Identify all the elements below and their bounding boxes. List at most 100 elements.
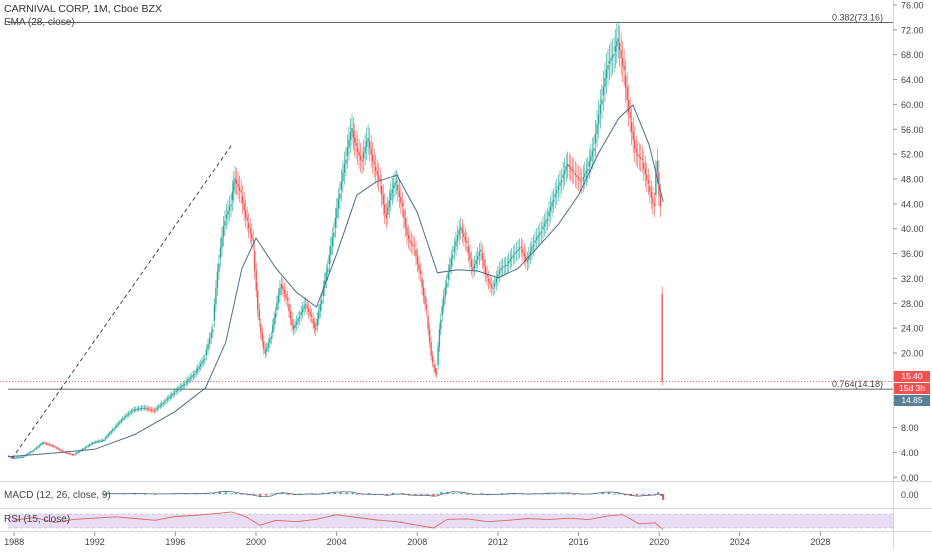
candle-body bbox=[38, 445, 40, 447]
candle-body bbox=[481, 253, 484, 261]
candle-body bbox=[503, 265, 505, 267]
candle-body bbox=[500, 267, 502, 270]
candle-body bbox=[94, 441, 97, 443]
candle-body bbox=[149, 409, 151, 411]
macd-hist-bar bbox=[440, 491, 443, 494]
candle-body bbox=[655, 172, 657, 195]
candle-body bbox=[44, 442, 46, 444]
candle-body bbox=[130, 411, 133, 413]
candle-body bbox=[602, 86, 605, 96]
candle-body bbox=[444, 287, 446, 297]
candle-body bbox=[238, 187, 241, 191]
candle-body bbox=[19, 457, 22, 459]
candle-body bbox=[552, 199, 555, 202]
candle-body bbox=[385, 213, 387, 219]
ema-legend[interactable]: EMA (28, close) bbox=[4, 17, 75, 28]
candle-body bbox=[427, 315, 429, 329]
candle-body bbox=[196, 368, 199, 371]
macd-hist-bar bbox=[321, 492, 324, 494]
trend-dashed-line bbox=[11, 144, 233, 459]
candle-body bbox=[158, 406, 160, 408]
candle-body bbox=[404, 218, 407, 227]
symbol-title[interactable]: CARNIVAL CORP, 1M, Cboe BZX bbox=[4, 3, 162, 15]
candle-body bbox=[562, 174, 564, 179]
candle-body bbox=[143, 407, 146, 409]
macd-hist-bar bbox=[607, 492, 610, 494]
candle-body bbox=[365, 140, 368, 147]
macd-hist-bar bbox=[436, 494, 439, 495]
candle-body bbox=[35, 447, 38, 449]
candle-body bbox=[160, 403, 163, 406]
candle-body bbox=[316, 318, 318, 327]
candle-body bbox=[529, 250, 532, 256]
candle-body bbox=[576, 175, 578, 178]
candle-body bbox=[624, 75, 627, 88]
candle-body bbox=[446, 282, 448, 288]
y-tick-label: 4.00 bbox=[901, 448, 919, 458]
candle-body bbox=[289, 311, 292, 319]
candle-body bbox=[51, 445, 53, 447]
macd-hist-bar bbox=[426, 494, 429, 496]
candle-body bbox=[96, 441, 98, 443]
candle-body bbox=[133, 409, 136, 411]
candle-body bbox=[373, 161, 375, 165]
candle-body bbox=[415, 250, 417, 257]
rsi-pane bbox=[8, 511, 894, 531]
candle-body bbox=[162, 402, 164, 404]
candle-body bbox=[81, 449, 84, 451]
candle-body bbox=[243, 203, 245, 211]
y-tick-label: 52.00 bbox=[901, 150, 924, 160]
candle-body bbox=[656, 160, 659, 173]
candle-body bbox=[346, 147, 349, 156]
candle-body bbox=[142, 407, 144, 409]
x-tick-label: 1992 bbox=[85, 537, 105, 547]
candle-body bbox=[591, 151, 594, 157]
candle-body bbox=[303, 305, 305, 309]
candle-body bbox=[492, 287, 494, 289]
candle-body bbox=[484, 266, 487, 274]
macd-legend[interactable]: MACD (12, 26, close, 9) bbox=[4, 490, 111, 501]
candle-body bbox=[24, 455, 26, 457]
time-axis[interactable]: 1988 1992 1996 2000 2004 2008 2012 2016 2020 2024… bbox=[4, 532, 830, 547]
candle-body bbox=[331, 236, 334, 246]
macd-hist-bar bbox=[311, 494, 314, 495]
candle-body bbox=[309, 312, 311, 316]
candle-body bbox=[22, 456, 25, 458]
candle-body bbox=[224, 220, 226, 226]
candle-body bbox=[629, 112, 631, 119]
macd-hist-bar bbox=[553, 493, 556, 495]
candle-body bbox=[175, 390, 177, 393]
macd-hist-bar bbox=[333, 492, 336, 494]
candle-body bbox=[381, 186, 383, 196]
candle-body bbox=[584, 173, 586, 178]
candle-body bbox=[283, 290, 286, 295]
candle-body bbox=[434, 368, 437, 373]
candle-body bbox=[355, 143, 357, 147]
candle-body bbox=[416, 256, 419, 264]
candle-body bbox=[201, 361, 203, 365]
candle-body bbox=[370, 147, 372, 155]
candle-body bbox=[192, 374, 195, 377]
candle-body bbox=[171, 394, 173, 397]
candle-body bbox=[213, 304, 216, 322]
candle-body bbox=[588, 161, 591, 167]
candle-body bbox=[70, 453, 72, 455]
ema-value-badge: 14.85 bbox=[894, 395, 930, 406]
macd-hist-bar bbox=[252, 494, 255, 495]
candle-body bbox=[188, 379, 190, 381]
y-tick-label: 44.00 bbox=[901, 199, 924, 209]
candle-body bbox=[273, 317, 275, 326]
candle-body bbox=[122, 418, 124, 421]
candle-body bbox=[340, 181, 343, 190]
macd-hist-bar bbox=[432, 494, 435, 497]
candle-body bbox=[126, 414, 128, 416]
macd-hist-bar bbox=[144, 493, 147, 495]
candle-body bbox=[515, 251, 518, 253]
candle-body bbox=[93, 442, 95, 444]
rsi-legend[interactable]: RSI (15, close) bbox=[4, 514, 71, 525]
macd-hist-bar bbox=[103, 493, 106, 495]
candle-body bbox=[443, 296, 445, 307]
macd-hist-bar bbox=[367, 493, 370, 494]
candle-body bbox=[40, 444, 42, 446]
